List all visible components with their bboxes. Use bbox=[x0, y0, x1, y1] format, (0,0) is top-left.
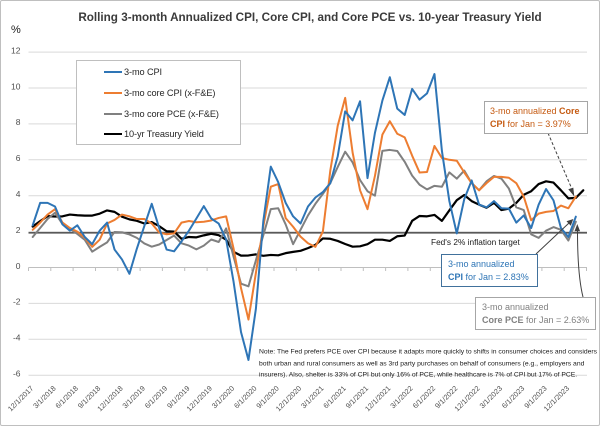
svg-text:4: 4 bbox=[16, 189, 21, 199]
svg-text:-6: -6 bbox=[13, 369, 21, 379]
svg-text:6/1/2023: 6/1/2023 bbox=[500, 384, 526, 410]
svg-text:6/1/2019: 6/1/2019 bbox=[143, 384, 169, 410]
svg-text:6/1/2018: 6/1/2018 bbox=[53, 384, 79, 410]
svg-text:12: 12 bbox=[11, 45, 21, 55]
svg-text:0: 0 bbox=[16, 261, 21, 271]
svg-text:12/1/2017: 12/1/2017 bbox=[6, 384, 35, 413]
svg-text:3/1/2018: 3/1/2018 bbox=[31, 384, 57, 410]
svg-text:-4: -4 bbox=[13, 333, 21, 343]
svg-text:3/1/2020: 3/1/2020 bbox=[210, 384, 236, 410]
svg-text:6/1/2021: 6/1/2021 bbox=[321, 384, 347, 410]
svg-text:6: 6 bbox=[16, 153, 21, 163]
svg-text:3/1/2021: 3/1/2021 bbox=[299, 384, 325, 410]
svg-text:6/1/2022: 6/1/2022 bbox=[411, 384, 437, 410]
svg-text:-2: -2 bbox=[13, 297, 21, 307]
svg-text:3/1/2023: 3/1/2023 bbox=[478, 384, 504, 410]
svg-text:6/1/2020: 6/1/2020 bbox=[232, 384, 258, 410]
svg-text:10: 10 bbox=[11, 81, 21, 91]
svg-text:3/1/2019: 3/1/2019 bbox=[120, 384, 146, 410]
svg-text:2: 2 bbox=[16, 225, 21, 235]
svg-text:8: 8 bbox=[16, 117, 21, 127]
svg-text:3/1/2022: 3/1/2022 bbox=[388, 384, 414, 410]
